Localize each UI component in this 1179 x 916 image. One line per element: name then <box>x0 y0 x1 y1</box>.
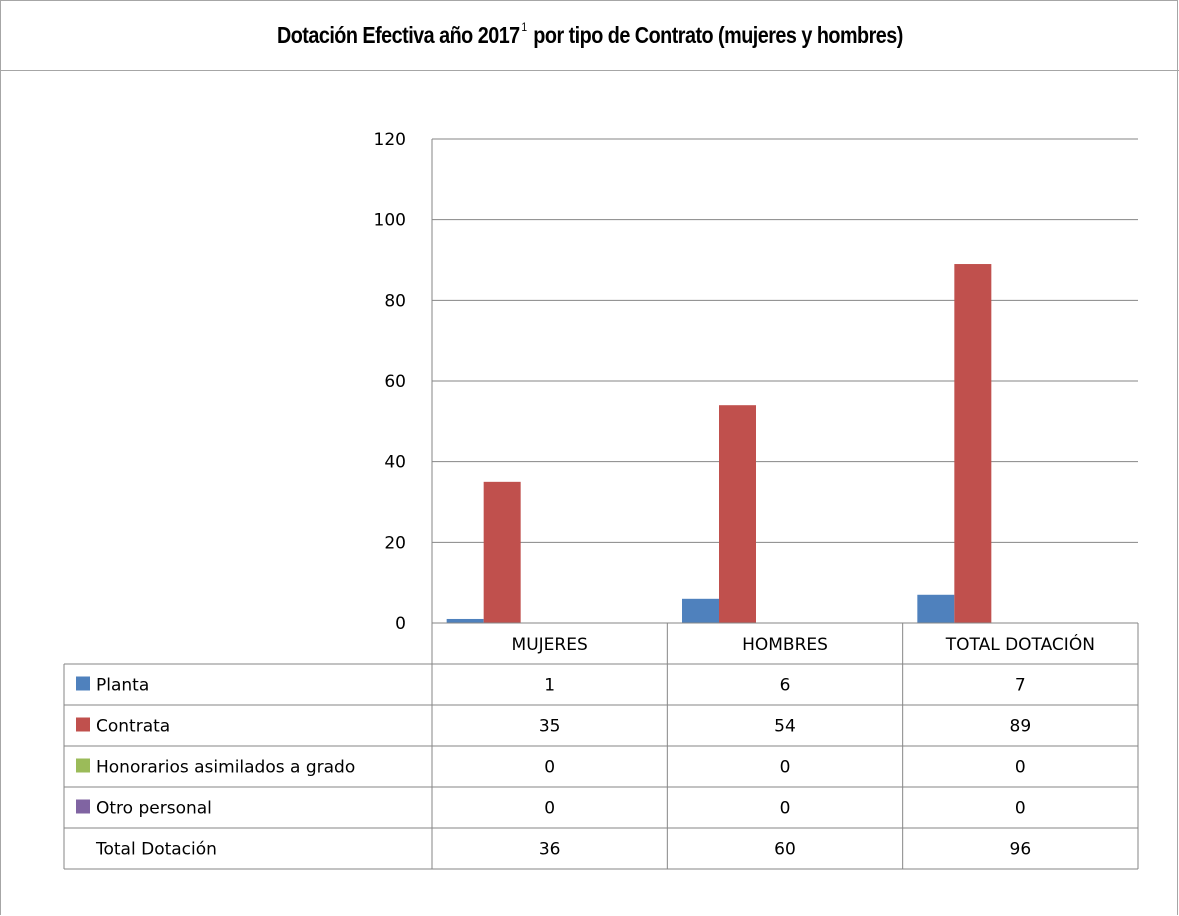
title-bar: Dotación Efectiva año 2017 1 por tipo de … <box>0 0 1179 71</box>
legend-key-2 <box>76 758 90 773</box>
y-tick-label-1: 20 <box>384 533 406 553</box>
y-tick-label-3: 60 <box>384 372 406 392</box>
total-value-0: 36 <box>539 840 561 860</box>
value-label-3-0: 0 <box>544 799 555 819</box>
category-label-0: MUJERES <box>512 635 588 655</box>
value-label-1-2: 89 <box>1010 717 1032 737</box>
value-label-0-0: 1 <box>544 676 555 696</box>
bar-0-2 <box>917 594 955 623</box>
series-label-3: Otro personal <box>96 799 212 819</box>
value-label-2-0: 0 <box>544 758 555 778</box>
chart-title: Dotación Efectiva año 2017 1 por tipo de … <box>276 19 903 49</box>
legend-key-3 <box>76 799 90 814</box>
y-tick-label-5: 100 <box>374 211 406 231</box>
bar-0-1 <box>682 598 719 623</box>
series-label-1: Contrata <box>96 717 170 737</box>
series-label-0: Planta <box>96 676 149 696</box>
value-label-0-2: 7 <box>1015 676 1026 696</box>
value-label-3-1: 0 <box>780 799 791 819</box>
category-label-1: HOMBRES <box>742 635 828 655</box>
value-label-3-2: 0 <box>1015 799 1026 819</box>
category-label-2: TOTAL DOTACIÓN <box>945 633 1095 655</box>
y-tick-label-6: 120 <box>374 130 406 150</box>
total-value-1: 60 <box>774 840 796 860</box>
legend-key-0 <box>76 676 90 691</box>
value-label-2-1: 0 <box>780 758 791 778</box>
y-tick-label-0: 0 <box>395 614 406 634</box>
title-footnote-mark: 1 <box>520 19 527 34</box>
total-row-label: Total Dotación <box>95 840 217 860</box>
bar-1-2 <box>954 264 992 623</box>
value-label-1-1: 54 <box>774 717 796 737</box>
total-value-2: 96 <box>1010 840 1032 860</box>
bar-0-0 <box>446 618 484 623</box>
bar-1-1 <box>719 405 756 623</box>
legend-key-1 <box>76 717 90 732</box>
value-label-1-0: 35 <box>539 717 561 737</box>
value-label-2-2: 0 <box>1015 758 1026 778</box>
title-main: Dotación Efectiva año 2017 <box>276 21 520 48</box>
y-tick-label-2: 40 <box>384 453 406 473</box>
series-label-2: Honorarios asimilados a grado <box>96 758 355 778</box>
y-tick-label-4: 80 <box>384 291 406 311</box>
value-label-0-1: 6 <box>780 676 791 696</box>
title-rest: por tipo de Contrato (mujeres y hombres) <box>527 21 903 48</box>
bar-1-0 <box>483 481 521 623</box>
